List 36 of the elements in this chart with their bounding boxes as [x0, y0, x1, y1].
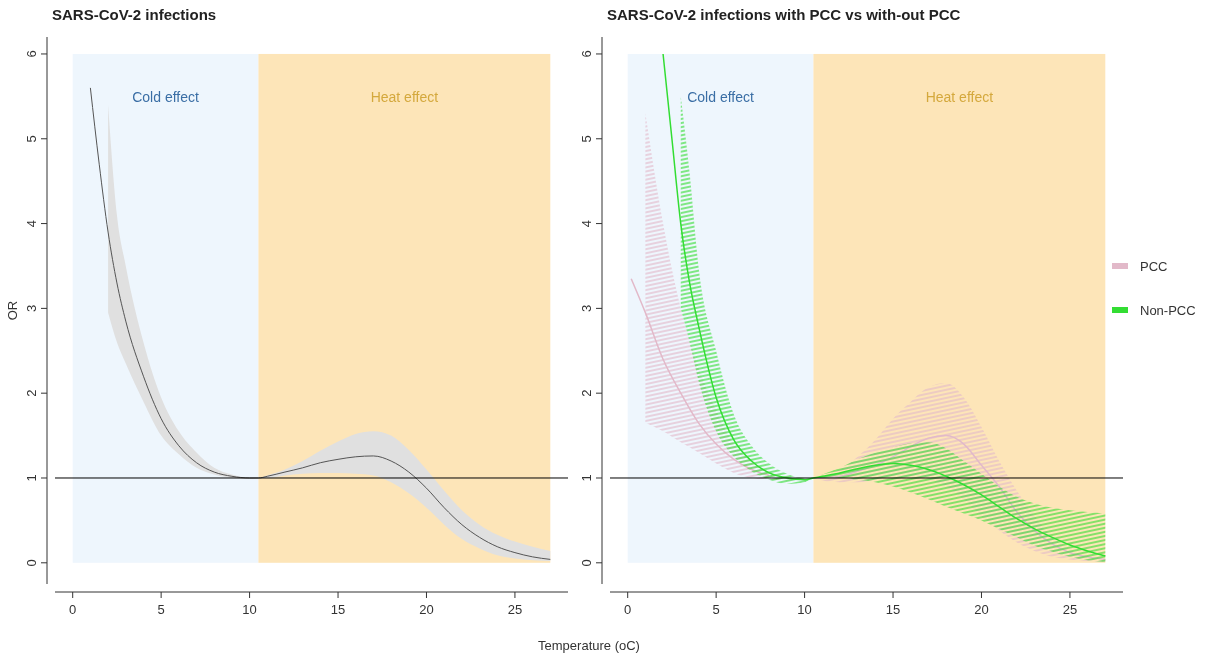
y-tick-label: 0: [579, 559, 594, 567]
x-tick-label: 15: [330, 602, 346, 617]
y-tick-label: 6: [579, 50, 594, 58]
y-tick-label: 5: [579, 135, 594, 143]
band-label: Cold effect: [132, 88, 200, 105]
y-tick-label: 1: [24, 474, 39, 482]
chart-title: SARS-CoV-2 infections: [52, 6, 217, 23]
band-label: Heat effect: [925, 88, 994, 105]
x-tick-label: 10: [797, 602, 812, 617]
chart-title: SARS-CoV-2 infections with PCC vs with-out PCC: [607, 6, 961, 23]
x-tick-label: 5: [712, 602, 720, 617]
legend-label: PCC: [1140, 259, 1168, 274]
y-tick-label: 2: [24, 389, 39, 397]
legend-label: Non-PCC: [1140, 303, 1196, 318]
x-tick-label: 0: [624, 602, 632, 617]
x-tick-label: 5: [157, 602, 165, 617]
band-label: Heat effect: [370, 88, 439, 105]
y-tick-label: 3: [24, 304, 39, 312]
y-tick-label: 0: [24, 559, 39, 567]
x-tick-label: 25: [1062, 602, 1078, 617]
y-tick-label: 4: [579, 219, 594, 228]
x-axis-title: Temperature (oC): [538, 638, 640, 653]
x-tick-label: 20: [419, 602, 434, 617]
x-tick-label: 0: [69, 602, 77, 617]
y-tick-label: 3: [579, 304, 594, 312]
y-tick-label: 5: [24, 135, 39, 143]
x-tick-label: 10: [242, 602, 257, 617]
band-label: Cold effect: [687, 88, 755, 105]
x-tick-label: 20: [974, 602, 989, 617]
y-axis-title: OR: [5, 300, 20, 321]
y-tick-label: 1: [579, 474, 594, 482]
y-tick-label: 6: [24, 50, 39, 58]
x-tick-label: 25: [507, 602, 523, 617]
y-tick-label: 4: [24, 219, 39, 228]
y-tick-label: 2: [579, 389, 594, 397]
x-tick-label: 15: [885, 602, 901, 617]
